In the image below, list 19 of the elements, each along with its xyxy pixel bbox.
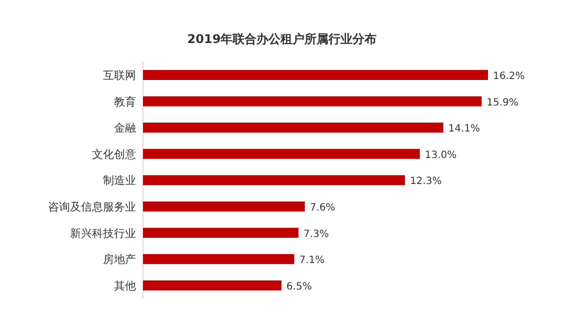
- data-label: 13.0%: [424, 150, 457, 161]
- data-label: 15.9%: [486, 97, 518, 108]
- data-label: 6.5%: [286, 281, 312, 292]
- category: 咨询及信息服务业: [48, 200, 136, 214]
- data-label: 7.3%: [303, 228, 329, 240]
- data-label: 12.3%: [410, 176, 442, 188]
- category: 房地产: [103, 253, 136, 266]
- category: 新兴科技行业: [70, 226, 136, 240]
- category: 其他: [114, 279, 136, 292]
- category: 文化创意: [92, 148, 136, 161]
- title: 2019年联合办公租户所属行业分布: [187, 32, 377, 46]
- data-label: 7.1%: [299, 255, 325, 266]
- category: 制造业: [103, 174, 136, 188]
- data-label: 14.1%: [448, 124, 480, 135]
- category: 金融: [114, 122, 136, 135]
- category: 互联网: [103, 69, 136, 82]
- data-label: 16.2%: [493, 71, 525, 82]
- data-label: 7.6%: [310, 202, 336, 214]
- category: 教育: [114, 95, 136, 108]
